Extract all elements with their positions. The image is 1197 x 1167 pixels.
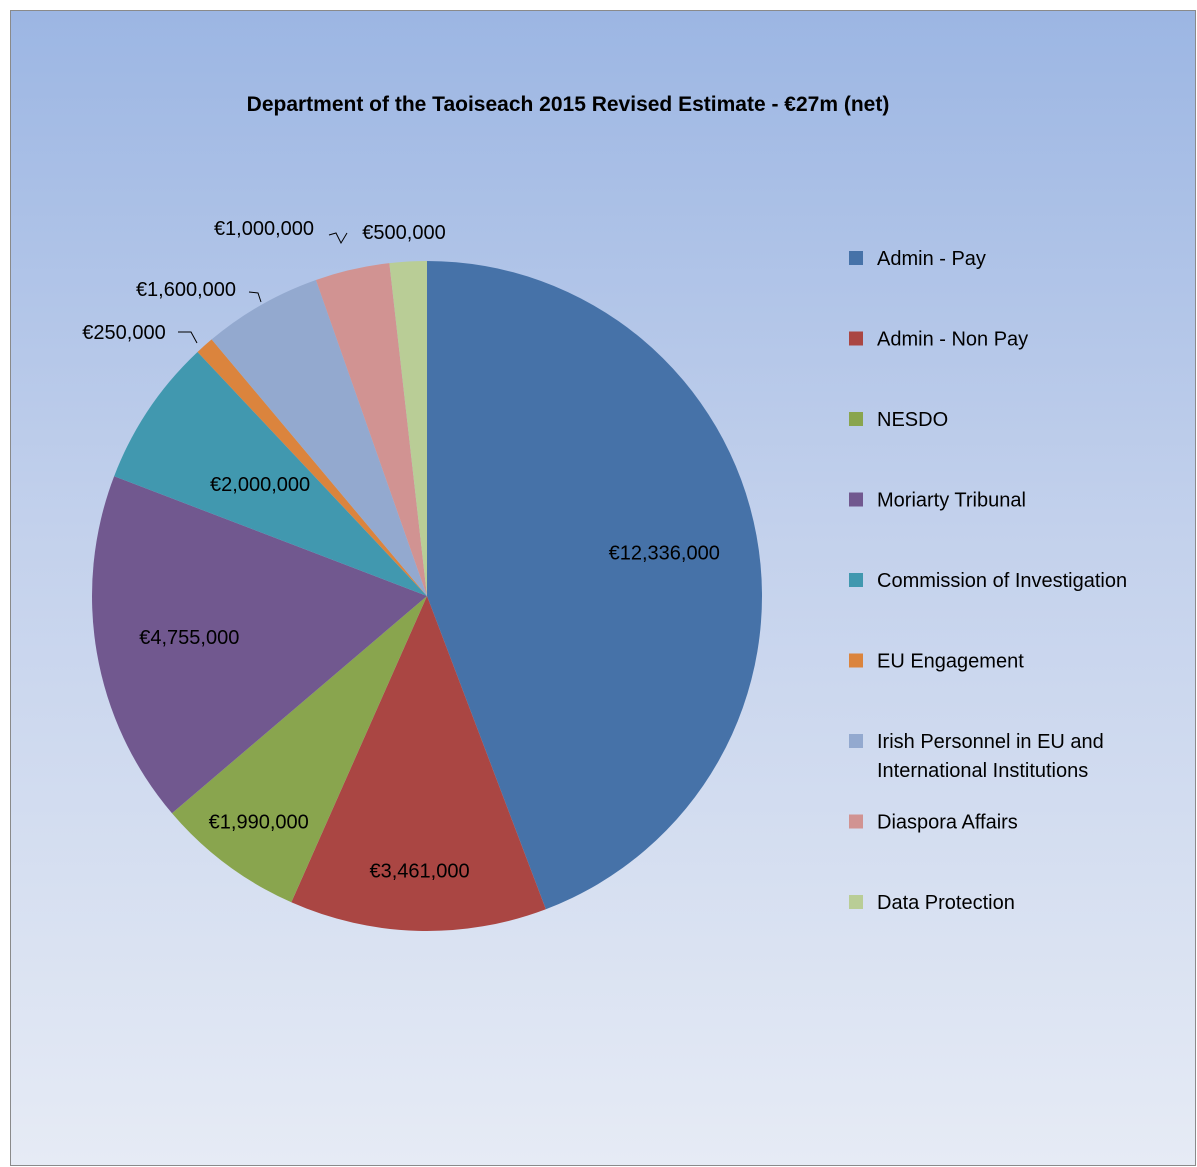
leader-line-diaspora-affairs [328,232,348,245]
pie-slice-nesdo [171,596,427,903]
legend-swatch-moriarty-tribunal [849,492,863,507]
data-label-irish-personnel-in-eu-and-international-institutions: €1,600,000 [136,279,236,301]
legend: Admin - Pay Admin - Non Pay NESDO Moriarty … [849,248,1127,914]
pie-chart: Department of the Taoiseach 2015 Revised… [82,93,1127,931]
pie-slice-data-protection [389,261,427,596]
legend-label-commission-of-investigation: Commission of Investigation [877,570,1127,592]
legend-label-diaspora-affairs: Diaspora Affairs [877,812,1018,834]
data-label-admin-non-pay: €3,461,000 [369,861,469,883]
label-leader-lines [178,232,348,344]
legend-label-irish-personnel-in-eu-and-international-institutions: Irish Personnel in EU and International I… [877,731,1104,782]
data-label-diaspora-affairs: €1,000,000 [214,218,314,240]
pie-slice-eu-engagement [197,339,427,596]
legend-swatch-eu-engagement [849,653,863,668]
legend-swatch-diaspora-affairs [849,814,863,829]
legend-label-admin-pay: Admin - Pay [877,248,986,270]
legend-swatch-nesdo [849,412,863,426]
legend-label-moriarty-tribunal: Moriarty Tribunal [877,490,1026,512]
chart-title: Department of the Taoiseach 2015 Revised… [247,93,890,116]
legend-swatch-admin-pay [849,251,863,265]
pie-slice-moriarty-tribunal [91,476,427,814]
legend-label-admin-non-pay: Admin - Non Pay [877,329,1028,351]
data-label-commission-of-investigation: €2,000,000 [210,474,310,496]
legend-swatch-data-protection [849,895,863,909]
legend-label-eu-engagement: EU Engagement [877,651,1024,673]
data-label-nesdo: €1,990,000 [209,812,309,834]
pie-slice-admin-pay [427,261,762,910]
legend-swatch-irish-personnel-in-eu-and-international-institutions [849,734,863,748]
legend-swatch-admin-non-pay [849,331,863,346]
legend-label-nesdo: NESDO [877,409,948,431]
data-label-data-protection: €500,000 [362,222,445,244]
data-label-eu-engagement: €250,000 [82,322,165,344]
pie-slices [91,261,762,931]
legend-label-data-protection: Data Protection [877,892,1015,914]
pie-slice-admin-non-pay [291,596,546,931]
legend-swatch-commission-of-investigation [849,573,863,587]
leader-line-eu-engagement [178,331,198,344]
data-labels: €12,336,000 €3,461,000 €1,990,000 €4,755,00… [82,218,720,883]
data-label-moriarty-tribunal: €4,755,000 [139,627,239,649]
data-label-admin-pay: €12,336,000 [609,542,720,564]
pie-slice-diaspora-affairs [315,263,427,596]
pie-slice-commission-of-investigation [114,351,428,596]
pie-slice-irish-personnel-in-eu-and-international-institutions [211,279,427,596]
leader-line-irish-personnel-in-eu-and-international-institutions [248,291,262,303]
chart-area: Department of the Taoiseach 2015 Revised… [10,10,1196,1166]
